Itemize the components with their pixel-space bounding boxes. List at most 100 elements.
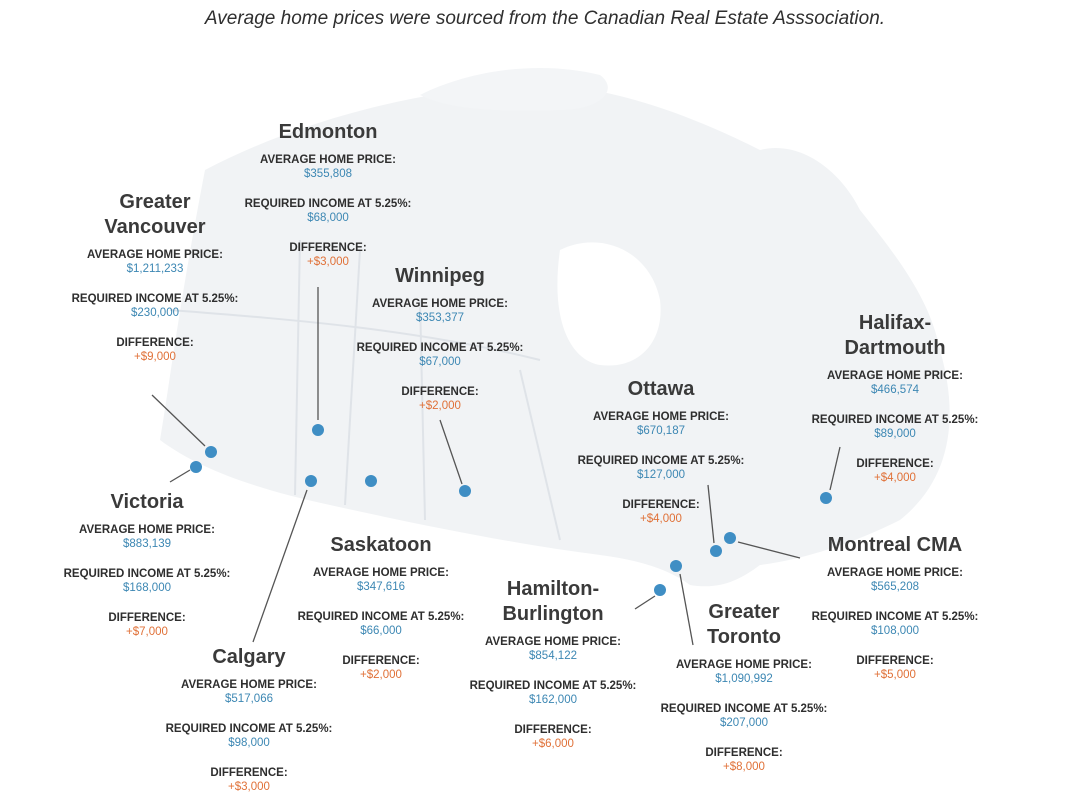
required-income-value: $68,000 xyxy=(307,212,349,224)
city-name-line: Toronto xyxy=(706,626,782,648)
avg-price-label: AVERAGE HOME PRICE: xyxy=(260,154,396,166)
city-name: Montreal CMA xyxy=(812,533,979,558)
city-name-line: Halifax- xyxy=(858,312,932,334)
required-income-label: REQUIRED INCOME AT 5.25%: xyxy=(811,611,979,623)
difference-label: DIFFERENCE: xyxy=(210,767,288,779)
avg-price-value: $854,122 xyxy=(529,650,577,662)
city-marker-hamilton-burlington[interactable] xyxy=(654,584,666,596)
required-income-label: REQUIRED INCOME AT 5.25%: xyxy=(71,293,239,305)
city-marker-victoria[interactable] xyxy=(190,461,202,473)
avg-price-value: $565,208 xyxy=(871,581,919,593)
difference-label: DIFFERENCE: xyxy=(514,724,592,736)
city-marker-greater-vancouver[interactable] xyxy=(205,446,217,458)
required-income-value: $89,000 xyxy=(874,428,916,440)
leader-line-hamilton-burlington xyxy=(634,595,656,610)
difference-label: DIFFERENCE: xyxy=(856,655,934,667)
difference-value: +$2,000 xyxy=(360,669,402,681)
city-name-line: Vancouver xyxy=(104,216,206,238)
city-name-line: Saskatoon xyxy=(330,534,432,556)
city-name-line: Winnipeg xyxy=(395,265,485,287)
city-name: Edmonton xyxy=(245,120,412,145)
city-name: Saskatoon xyxy=(298,533,465,558)
required-income-label: REQUIRED INCOME AT 5.25%: xyxy=(577,455,745,467)
avg-price-value: $466,574 xyxy=(871,384,919,396)
border-line-4 xyxy=(169,309,541,361)
leader-line-montreal-cma xyxy=(737,541,801,559)
avg-price-value: $517,066 xyxy=(225,693,273,705)
required-income-value: $168,000 xyxy=(123,582,171,594)
difference-label: DIFFERENCE: xyxy=(401,386,479,398)
city-card-hamilton-burlington: Hamilton- Burlington AVERAGE HOME PRICE: $8… xyxy=(470,577,637,751)
difference-label: DIFFERENCE: xyxy=(108,612,186,624)
city-marker-greater-toronto[interactable] xyxy=(670,560,682,572)
difference-label: DIFFERENCE: xyxy=(705,747,783,759)
difference-value: +$3,000 xyxy=(228,781,270,793)
leader-line-victoria xyxy=(169,469,191,483)
arctic-islands xyxy=(420,67,608,111)
city-card-victoria: Victoria AVERAGE HOME PRICE: $883,139 REQUI… xyxy=(64,490,231,639)
leader-line-halifax-dartmouth xyxy=(829,446,841,491)
city-name-line: Burlington xyxy=(502,603,604,625)
city-card-montreal-cma: Montreal CMA AVERAGE HOME PRICE: $565,208 R… xyxy=(812,533,979,682)
avg-price-label: AVERAGE HOME PRICE: xyxy=(676,659,812,671)
city-name: Winnipeg xyxy=(357,264,524,289)
city-name-line: Dartmouth xyxy=(844,337,946,359)
required-income-label: REQUIRED INCOME AT 5.25%: xyxy=(811,414,979,426)
city-card-ottawa: Ottawa AVERAGE HOME PRICE: $670,187 REQUIRE… xyxy=(578,377,745,526)
city-marker-montreal-cma[interactable] xyxy=(724,532,736,544)
required-income-value: $66,000 xyxy=(360,625,402,637)
avg-price-value: $883,139 xyxy=(123,538,171,550)
canada-landmass xyxy=(160,84,950,587)
city-card-calgary: Calgary AVERAGE HOME PRICE: $517,066 REQUIR… xyxy=(166,645,333,794)
city-marker-saskatoon[interactable] xyxy=(365,475,377,487)
difference-value: +$4,000 xyxy=(640,513,682,525)
city-name-line: Montreal CMA xyxy=(827,534,963,556)
city-name: Calgary xyxy=(166,645,333,670)
required-income-value: $162,000 xyxy=(529,694,577,706)
city-card-edmonton: Edmonton AVERAGE HOME PRICE: $355,808 REQUI… xyxy=(245,120,412,269)
city-name: Hamilton- Burlington xyxy=(470,577,637,627)
city-name-line: Hamilton- xyxy=(506,578,600,600)
required-income-value: $230,000 xyxy=(131,307,179,319)
leader-line-greater-toronto xyxy=(679,573,694,646)
city-name-line: Greater xyxy=(119,191,191,213)
city-name-line: Calgary xyxy=(212,646,286,668)
source-note: Average home prices were sourced from th… xyxy=(204,8,886,29)
avg-price-label: AVERAGE HOME PRICE: xyxy=(485,636,621,648)
avg-price-value: $670,187 xyxy=(637,425,685,437)
leader-line-calgary xyxy=(252,489,308,643)
required-income-value: $207,000 xyxy=(720,717,768,729)
city-marker-calgary[interactable] xyxy=(305,475,317,487)
city-marker-winnipeg[interactable] xyxy=(459,485,471,497)
required-income-label: REQUIRED INCOME AT 5.25%: xyxy=(469,680,637,692)
difference-value: +$5,000 xyxy=(874,669,916,681)
city-card-halifax-dartmouth: Halifax- Dartmouth AVERAGE HOME PRICE: $466… xyxy=(812,311,979,485)
city-card-greater-vancouver: Greater Vancouver AVERAGE HOME PRICE: $1,21… xyxy=(72,190,239,364)
avg-price-label: AVERAGE HOME PRICE: xyxy=(372,298,508,310)
difference-value: +$6,000 xyxy=(532,738,574,750)
difference-label: DIFFERENCE: xyxy=(856,458,934,470)
city-name: Greater Vancouver xyxy=(72,190,239,240)
avg-price-value: $355,808 xyxy=(304,168,352,180)
avg-price-value: $353,377 xyxy=(416,312,464,324)
border-line-2 xyxy=(344,249,361,506)
city-marker-edmonton[interactable] xyxy=(312,424,324,436)
required-income-label: REQUIRED INCOME AT 5.25%: xyxy=(63,568,231,580)
required-income-value: $108,000 xyxy=(871,625,919,637)
city-name-line: Edmonton xyxy=(278,121,378,143)
avg-price-label: AVERAGE HOME PRICE: xyxy=(79,524,215,536)
city-marker-ottawa[interactable] xyxy=(710,545,722,557)
required-income-value: $98,000 xyxy=(228,737,270,749)
avg-price-label: AVERAGE HOME PRICE: xyxy=(313,567,449,579)
avg-price-label: AVERAGE HOME PRICE: xyxy=(593,411,729,423)
difference-value: +$9,000 xyxy=(134,351,176,363)
city-name-line: Victoria xyxy=(110,491,184,513)
city-marker-halifax-dartmouth[interactable] xyxy=(820,492,832,504)
avg-price-value: $1,090,992 xyxy=(715,673,773,685)
avg-price-value: $1,211,233 xyxy=(126,263,184,275)
city-card-saskatoon: Saskatoon AVERAGE HOME PRICE: $347,616 REQU… xyxy=(298,533,465,682)
required-income-value: $127,000 xyxy=(637,469,685,481)
required-income-label: REQUIRED INCOME AT 5.25%: xyxy=(356,342,524,354)
avg-price-value: $347,616 xyxy=(357,581,405,593)
